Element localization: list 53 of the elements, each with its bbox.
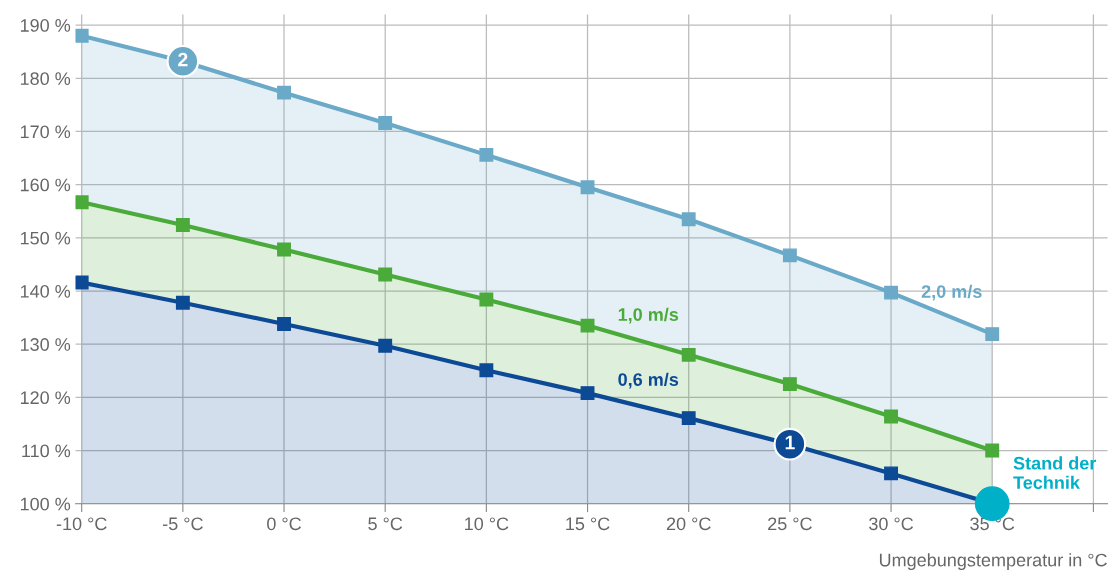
point (782, 248, 797, 263)
y-tick-label: 100 % (20, 497, 71, 511)
point (580, 180, 595, 195)
point (884, 409, 898, 424)
x-tick-label: 30 °C (869, 517, 914, 531)
y-tick-label: 150 % (20, 231, 71, 245)
point (580, 318, 595, 333)
series-label: 0,6 m/s (618, 372, 679, 389)
point (75, 195, 89, 210)
point (378, 267, 393, 282)
point (985, 443, 1000, 458)
point (378, 338, 393, 353)
point (277, 85, 291, 100)
x-tick-label: 20 °C (666, 517, 711, 531)
point (75, 28, 89, 43)
series-label: 2,0 m/s (921, 284, 982, 301)
x-tick-label: 0 °C (267, 517, 301, 531)
x-axis-title: Umgebungstemperatur in °C (879, 553, 1107, 571)
y-tick-label: 170 % (20, 125, 71, 139)
y-tick-label: 130 % (20, 338, 71, 351)
annotation: Stand der Technik (1013, 456, 1097, 490)
x-tick-label: 15 °C (566, 517, 610, 531)
point (175, 218, 190, 233)
x-tick-label: -5 °C (162, 517, 203, 531)
series-label: 1,0 m/s (618, 307, 679, 324)
point (479, 292, 494, 307)
x-tick-label: 5 °C (368, 517, 403, 531)
y-tick-label: 160 % (20, 178, 71, 192)
point (277, 317, 291, 331)
y-tick-label: 190 % (20, 19, 71, 32)
point (277, 242, 291, 257)
point (884, 285, 898, 300)
y-tick-label: 120 % (20, 391, 71, 405)
x-tick-label: 10 °C (465, 517, 509, 531)
point (580, 386, 595, 401)
point (884, 466, 898, 481)
y-tick-label: 110 % (22, 444, 71, 458)
point (175, 295, 190, 310)
point (479, 147, 494, 162)
point (378, 116, 393, 130)
y-tick-label: 140 % (20, 284, 71, 298)
annotation: 2 (178, 52, 188, 67)
point (681, 411, 696, 426)
x-tick-label: 25 °C (768, 517, 812, 531)
point (75, 275, 89, 290)
point (681, 212, 696, 227)
annotation: 1 (785, 435, 795, 450)
x-tick-label: -10 °C (56, 517, 107, 531)
point (782, 377, 797, 392)
point (479, 363, 494, 378)
y-tick-label: 180 % (20, 72, 71, 86)
point (985, 327, 1000, 342)
point (681, 347, 696, 362)
